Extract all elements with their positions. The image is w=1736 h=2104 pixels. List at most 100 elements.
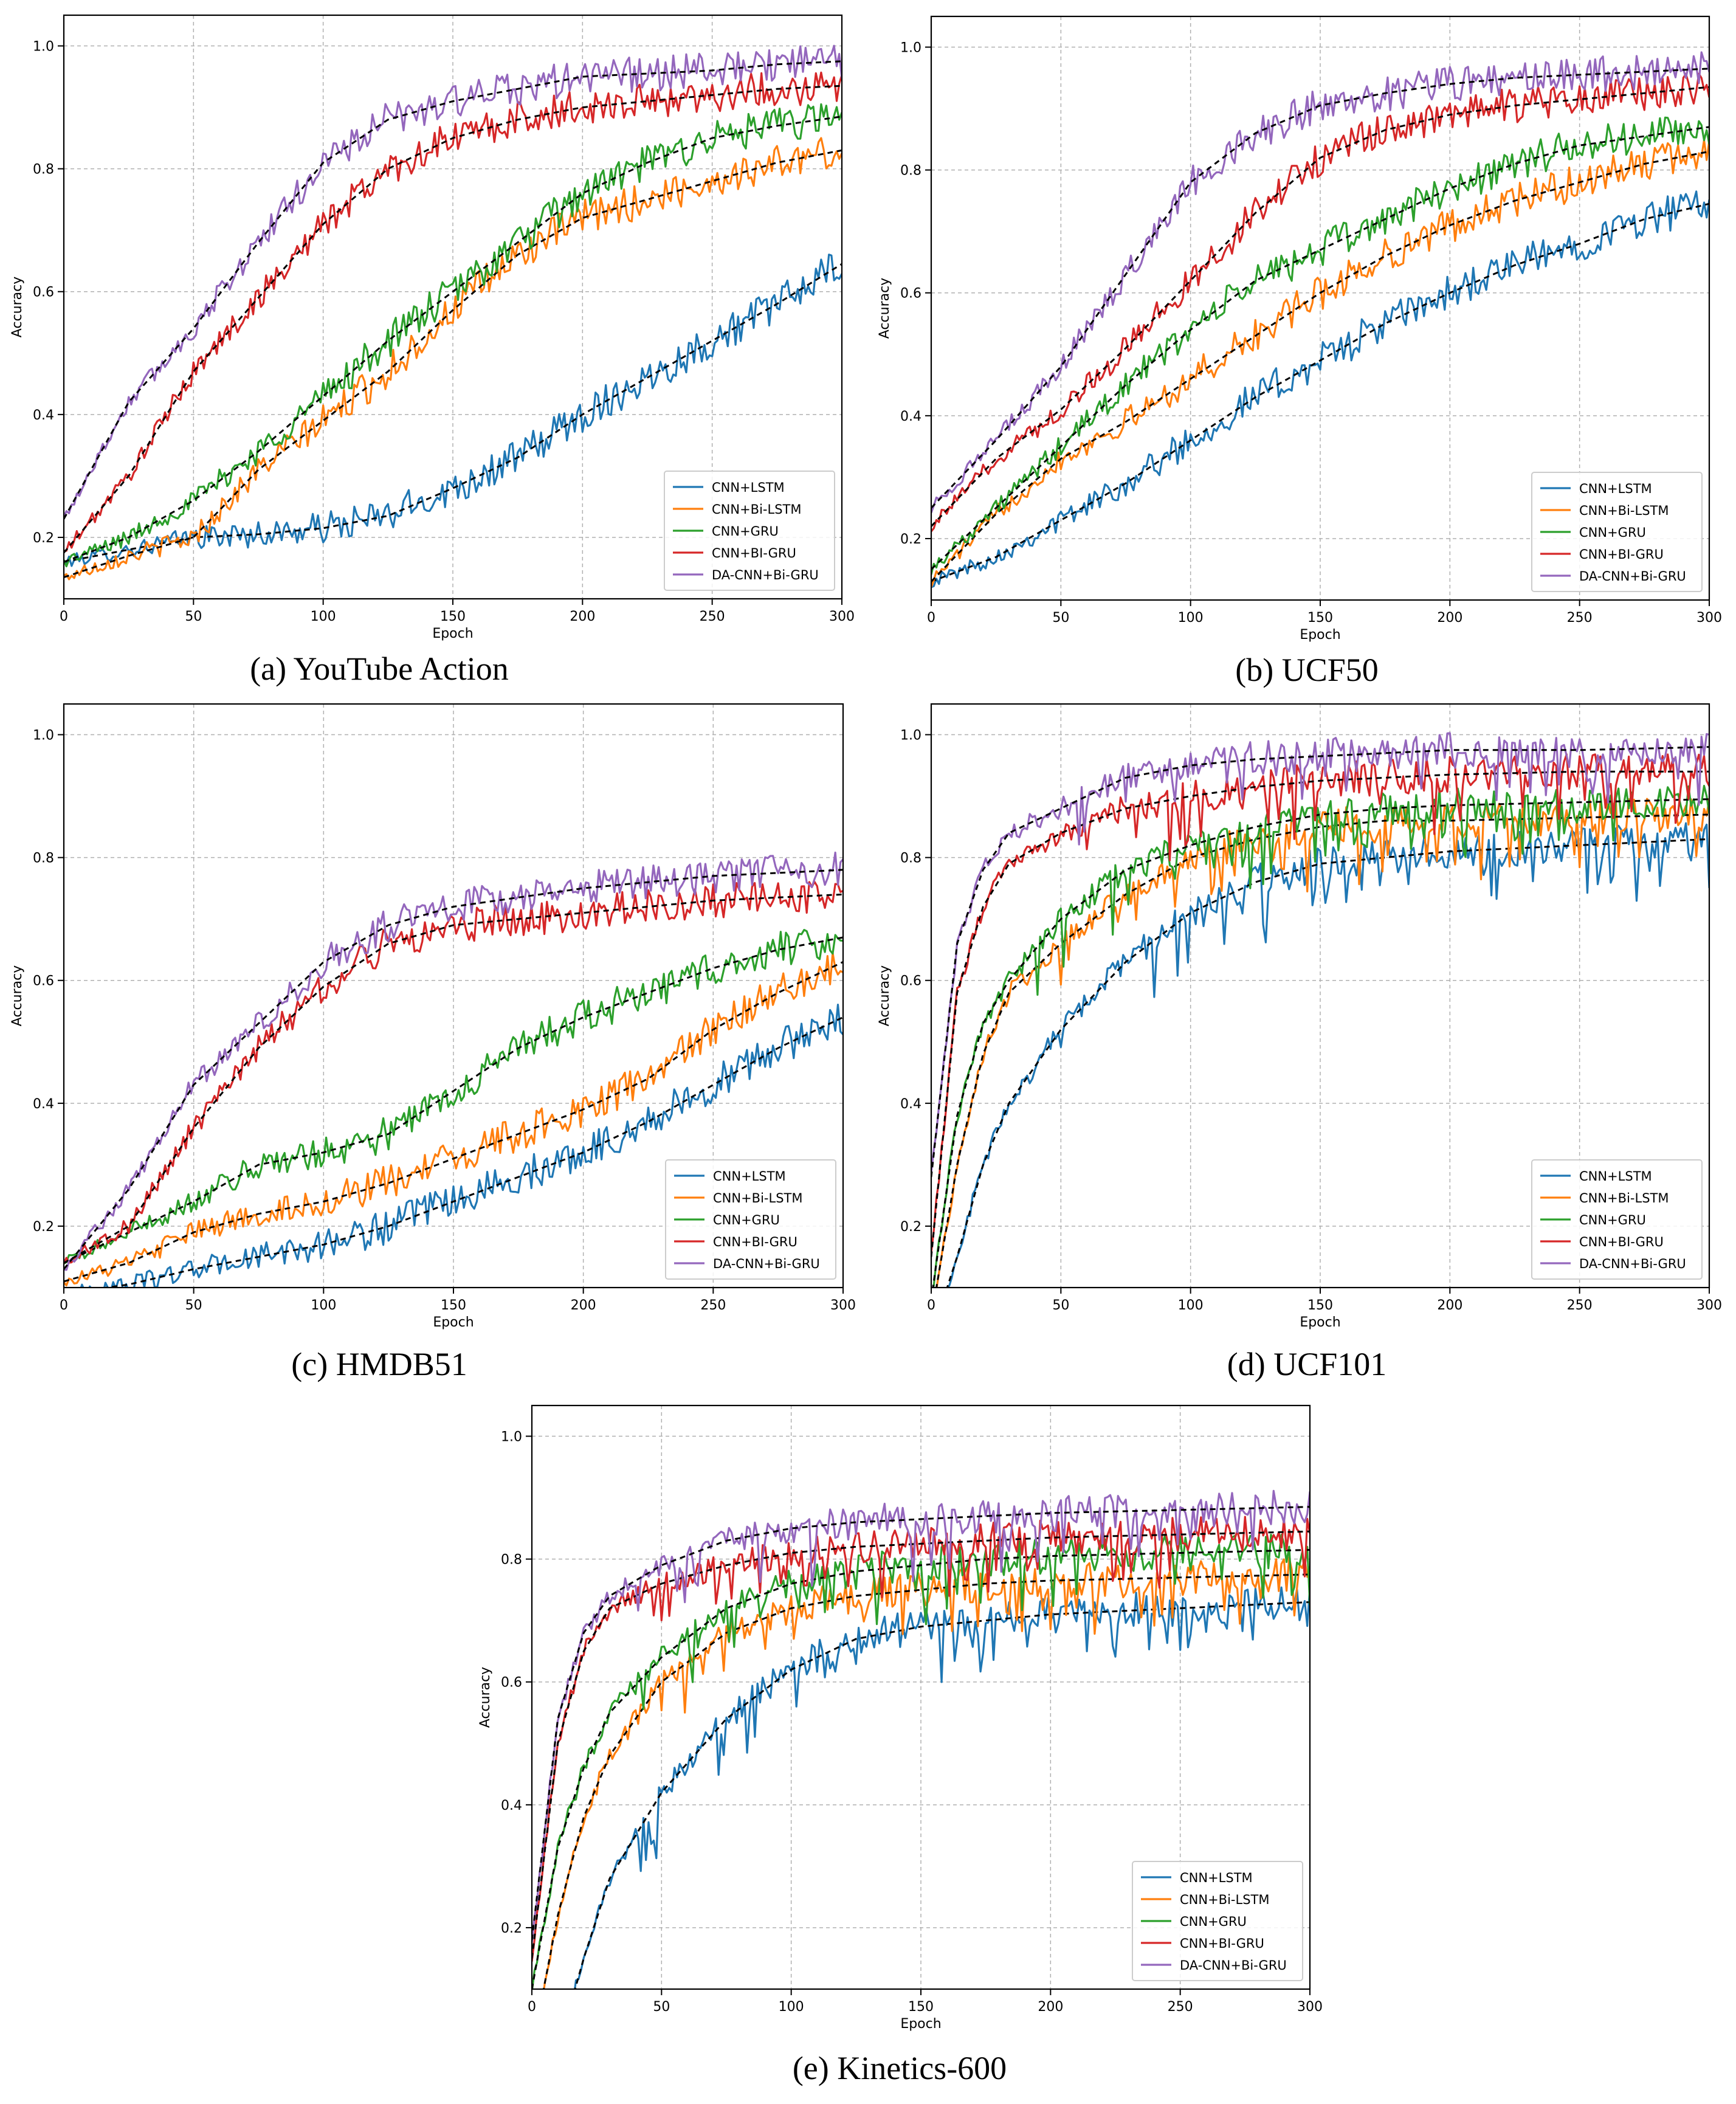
trend-line-CNN+GRU: [932, 798, 1709, 1288]
trend-line-CNN+Bi-LSTM: [64, 961, 843, 1283]
series-line-CNN+BI-GRU: [931, 753, 1709, 1253]
y-tick-label: 0.6: [900, 974, 921, 989]
trend-line-DA-CNN+Bi-GRU: [532, 1506, 1310, 1940]
legend-label: CNN+BI-GRU: [1180, 1936, 1264, 1951]
trend-line-CNN+Bi-LSTM: [64, 149, 842, 579]
x-axis-label: Epoch: [900, 2016, 941, 2032]
x-tick-label: 300: [1696, 1298, 1722, 1313]
x-axis-label: Epoch: [1300, 627, 1340, 643]
y-tick-label: 0.6: [33, 974, 54, 989]
panel-caption: (d) UCF101: [1227, 1346, 1387, 1382]
plot-area: [931, 732, 1709, 1288]
legend-label: CNN+GRU: [713, 1213, 780, 1227]
legend-label: DA-CNN+Bi-GRU: [1579, 1257, 1686, 1271]
x-tick-label: 200: [570, 609, 595, 624]
plot-area: [532, 1489, 1310, 1989]
trend-line-CNN+Bi-LSTM: [542, 1573, 1310, 1989]
trend-line-CNN+BI-GRU: [931, 86, 1709, 527]
y-axis-label: Accuracy: [877, 965, 892, 1026]
legend-label: CNN+BI-GRU: [713, 1235, 797, 1249]
x-tick-label: 200: [1038, 1999, 1063, 2015]
series-line-CNN+LSTM: [574, 1586, 1310, 1989]
trend-line-DA-CNN+Bi-GRU: [931, 746, 1709, 1178]
y-axis-label: Accuracy: [877, 278, 892, 339]
series-line-CNN+GRU: [931, 116, 1709, 575]
legend-label: CNN+BI-GRU: [1579, 1235, 1664, 1249]
plot-area: [931, 51, 1709, 588]
series-line-DA-CNN+Bi-GRU: [532, 1489, 1310, 1944]
series-line-CNN+GRU: [64, 929, 843, 1265]
x-tick-label: 200: [571, 1298, 596, 1313]
trend-line-CNN+BI-GRU: [532, 1530, 1310, 1959]
legend-label: DA-CNN+Bi-GRU: [712, 568, 819, 582]
trend-line-DA-CNN+Bi-GRU: [64, 869, 843, 1270]
y-tick-label: 0.2: [501, 1921, 522, 1936]
x-tick-label: 150: [1307, 1298, 1333, 1313]
trend-line-CNN+BI-GRU: [64, 85, 842, 554]
trend-line-CNN+GRU: [931, 126, 1709, 570]
x-axis-label: Epoch: [433, 1315, 474, 1330]
y-tick-label: 0.8: [900, 164, 921, 179]
trend-line-CNN+BI-GRU: [931, 770, 1709, 1257]
trend-line-CNN+BI-GRU: [64, 893, 843, 1264]
x-tick-label: 100: [311, 609, 336, 624]
legend-label: CNN+LSTM: [1579, 481, 1652, 496]
legend-label: CNN+Bi-LSTM: [1579, 503, 1669, 518]
y-tick-label: 0.4: [501, 1798, 522, 1813]
trend-line-CNN+GRU: [64, 116, 842, 563]
y-tick-label: 1.0: [900, 728, 921, 743]
legend-box: [664, 471, 835, 591]
legend-label: DA-CNN+Bi-GRU: [1180, 1958, 1287, 1973]
legend-box: [1531, 472, 1703, 592]
series-line-CNN+BI-GRU: [64, 880, 843, 1264]
plot-area: [64, 44, 842, 581]
series-line-DA-CNN+Bi-GRU: [931, 732, 1709, 1173]
y-tick-label: 0.4: [33, 1097, 54, 1112]
legend-label: CNN+LSTM: [1180, 1871, 1253, 1885]
x-tick-label: 250: [1567, 1298, 1593, 1313]
series-line-CNN+LSTM: [931, 190, 1709, 588]
y-tick-label: 0.8: [501, 1553, 522, 1568]
x-tick-label: 0: [927, 610, 935, 626]
legend-label: CNN+GRU: [712, 524, 779, 539]
y-tick-label: 1.0: [33, 40, 54, 55]
legend-label: CNN+Bi-LSTM: [713, 1191, 802, 1205]
x-tick-label: 50: [653, 1999, 670, 2015]
trend-line-CNN+Bi-LSTM: [931, 150, 1709, 582]
chart-panel-1: 0 50 100 150 200 250 300 0.2 0.4 0.6 0.8 1.0 Epoch Ac…: [877, 15, 1722, 688]
x-tick-label: 250: [1168, 1999, 1193, 2015]
series-line-DA-CNN+Bi-GRU: [64, 851, 843, 1271]
y-tick-label: 0.8: [33, 162, 54, 178]
series-line-CNN+BI-GRU: [64, 71, 842, 552]
chart-panel-4: 0 50 100 150 200 250 300 0.2 0.4 0.6 0.8 1.0 Epoch Ac…: [478, 1404, 1323, 2086]
trend-line-CNN+Bi-LSTM: [935, 813, 1709, 1288]
series-line-CNN+Bi-LSTM: [64, 137, 842, 581]
panel-caption: (c) HMDB51: [291, 1346, 467, 1382]
x-tick-label: 100: [1178, 610, 1204, 626]
x-tick-label: 100: [779, 1999, 804, 2015]
chart-panel-0: 0 50 100 150 200 250 300 0.2 0.4 0.6 0.8 1.0 Epoch Ac…: [10, 14, 855, 687]
x-tick-label: 300: [1297, 1999, 1323, 2015]
x-tick-label: 100: [311, 1298, 336, 1313]
series-line-CNN+GRU: [64, 103, 842, 568]
x-tick-label: 250: [1567, 610, 1593, 626]
x-tick-label: 150: [440, 609, 466, 624]
legend-box: [1531, 1159, 1703, 1280]
trend-line-CNN+LSTM: [100, 1016, 843, 1288]
y-tick-label: 0.2: [33, 531, 54, 546]
y-tick-label: 0.6: [33, 285, 54, 300]
x-tick-label: 50: [185, 1298, 202, 1313]
series-line-CNN+GRU: [932, 785, 1709, 1288]
x-tick-label: 0: [60, 1298, 68, 1313]
series-line-DA-CNN+Bi-GRU: [931, 51, 1709, 514]
trend-line-CNN+GRU: [64, 936, 843, 1264]
series-line-CNN+BI-GRU: [931, 72, 1709, 533]
y-axis-label: Accuracy: [478, 1667, 493, 1728]
chart-panel-2: 0 50 100 150 200 250 300 0.2 0.4 0.6 0.8 1.0 Epoch Ac…: [10, 703, 856, 1382]
series-line-CNN+LSTM: [64, 254, 842, 567]
legend-label: CNN+GRU: [1579, 525, 1646, 540]
y-tick-label: 0.4: [900, 1097, 921, 1112]
trend-line-DA-CNN+Bi-GRU: [64, 60, 842, 520]
